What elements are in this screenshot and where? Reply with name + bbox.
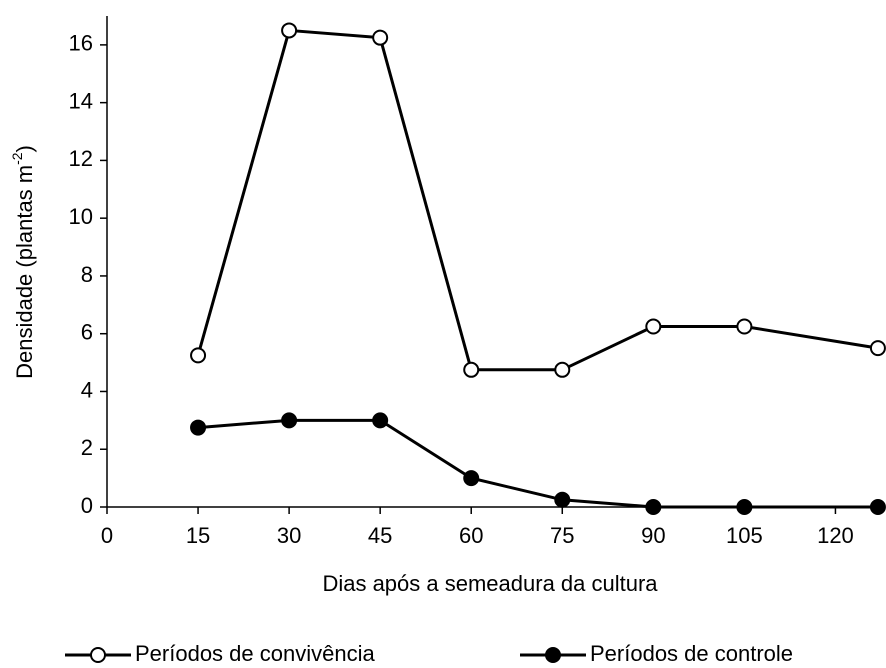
y-tick-label: 14 [69, 88, 93, 113]
series-line [197, 418, 878, 509]
y-axis-label: Densidade (plantas m-2) [9, 145, 37, 379]
y-axis-label-sup: -2 [9, 152, 25, 165]
y-axis-label-suffix: ) [12, 145, 37, 152]
data-point [281, 22, 298, 39]
y-tick-label: 12 [69, 146, 93, 171]
y-tick-label: 2 [81, 435, 93, 460]
data-point [869, 499, 886, 515]
data-point [463, 361, 480, 378]
data-point [372, 412, 389, 429]
data-point [190, 347, 207, 364]
x-axis-label: Dias após a semeadura da cultura [322, 571, 658, 596]
legend-marker [545, 647, 561, 663]
data-point [554, 361, 571, 378]
x-tick-label: 75 [550, 523, 574, 548]
x-tick-label: 15 [186, 523, 210, 548]
x-tick-label: 45 [368, 523, 392, 548]
x-tick-label: 90 [641, 523, 665, 548]
y-tick-label: 16 [69, 31, 93, 56]
data-point [736, 499, 753, 515]
data-point [281, 412, 298, 429]
y-tick-label: 10 [69, 204, 93, 229]
y-tick-label: 4 [81, 377, 93, 402]
data-point [372, 29, 389, 46]
data-point [463, 470, 480, 487]
y-tick-label: 8 [81, 262, 93, 287]
y-axis-label-text: Densidade (plantas m [12, 165, 37, 379]
series-line [196, 28, 879, 372]
legend-label: Períodos de controle [590, 641, 793, 666]
x-tick-label: 120 [817, 523, 854, 548]
y-tick-label: 6 [81, 320, 93, 345]
data-point [645, 318, 662, 335]
data-point [554, 491, 571, 508]
data-point [645, 499, 662, 515]
legend-label: Períodos de convivência [135, 641, 375, 666]
y-tick-label: 0 [81, 493, 93, 518]
x-tick-label: 105 [726, 523, 763, 548]
legend-marker [90, 647, 106, 663]
x-tick-label: 0 [101, 523, 113, 548]
x-tick-label: 60 [459, 523, 483, 548]
data-point [736, 318, 753, 335]
x-tick-label: 30 [277, 523, 301, 548]
data-point [869, 340, 886, 357]
data-point [190, 419, 207, 436]
